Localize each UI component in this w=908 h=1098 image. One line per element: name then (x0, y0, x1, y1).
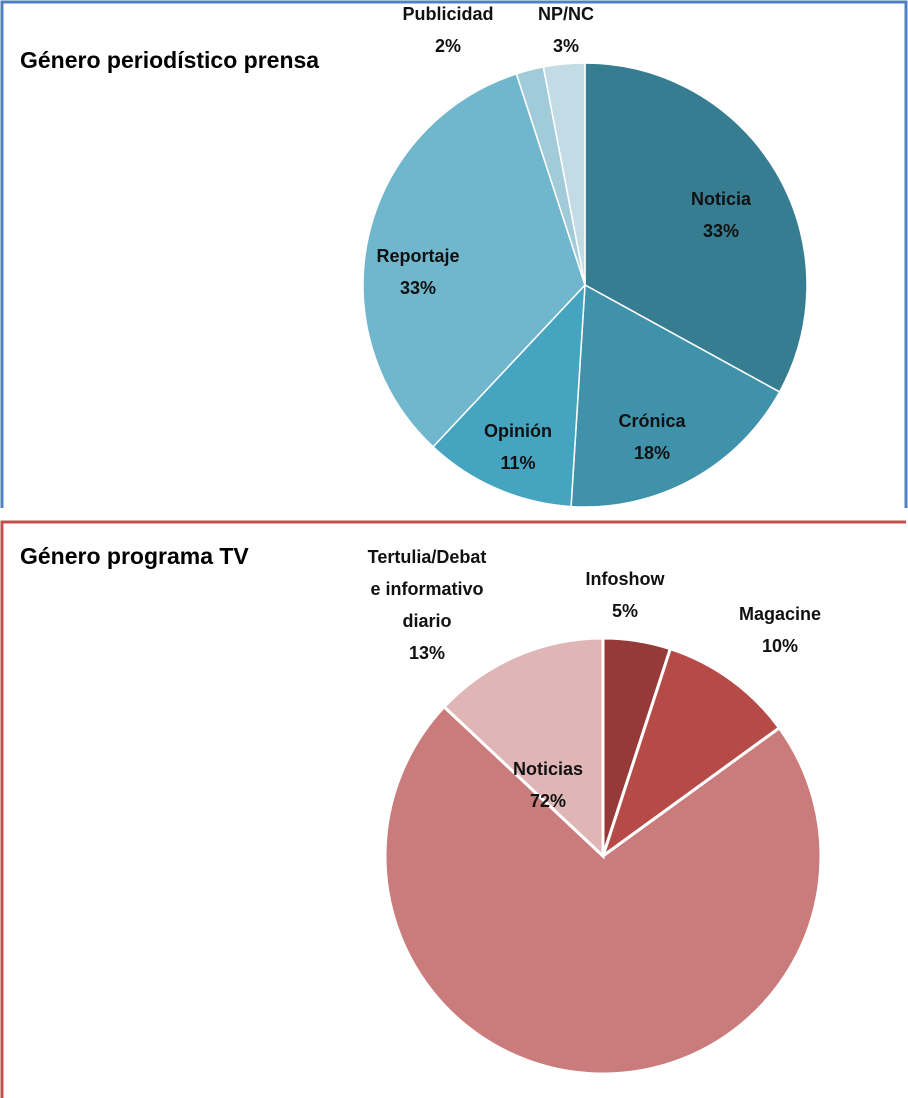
category-label: Magacine (738, 604, 822, 624)
value-label: 11% (500, 453, 536, 473)
value-label: 5% (611, 601, 638, 621)
pie-slice (383, 704, 823, 1076)
pie-slice (441, 636, 605, 860)
slice-label-box: NP/NC 3% (506, 0, 626, 150)
category-label: Tertulia/Debate informativo diario (367, 547, 487, 631)
slice-label: Publicidad 2% (388, 0, 508, 150)
category-label: Reportaje (376, 246, 460, 266)
slice-label: Reportaje 33% (343, 152, 493, 392)
value-label: 72% (529, 791, 567, 811)
chart-title: Género periodístico prensa (20, 47, 319, 73)
value-label: 33% (702, 221, 740, 241)
value-label: 13% (408, 643, 446, 663)
pie-slice (542, 62, 586, 286)
pie-slice (600, 646, 782, 860)
slice-label: Magacine 10% (705, 510, 855, 750)
category-label: Infoshow (585, 569, 665, 589)
value-label: 18% (633, 443, 671, 463)
pie-slice (362, 72, 586, 448)
value-label: 3% (552, 36, 579, 56)
slice-label-box: Noticias 72% (473, 665, 623, 905)
category-label: Crónica (618, 411, 686, 431)
slice-label: Tertulia/Debate informativo diario 13% (365, 485, 490, 725)
slice-label-box: Crónica 18% (577, 317, 727, 557)
category-label: Publicidad (402, 4, 494, 24)
slice-label-box: Reportaje 33% (343, 152, 493, 392)
category-label: Noticia (690, 189, 751, 209)
slice-label-box: Noticia 33% (646, 95, 796, 335)
value-label: 10% (761, 636, 799, 656)
slice-label-box: Publicidad 2% (388, 0, 508, 150)
pie-slice (570, 283, 781, 508)
slice-label-box: Opinión 11% (443, 327, 593, 567)
slice-label-box: Tertulia/Debate informativo diario 13% (365, 485, 490, 725)
slice-label: Infoshow 5% (560, 475, 690, 715)
value-label: 2% (434, 36, 461, 56)
slice-label: Crónica 18% (577, 317, 727, 557)
chart-title: Género programa TV (20, 543, 249, 569)
pie-slice (431, 282, 586, 508)
slice-label-box: Magacine 10% (705, 510, 855, 750)
category-label: NP/NC (537, 4, 594, 24)
slice-label: Noticias 72% (473, 665, 623, 905)
pie-slice (584, 62, 808, 393)
slice-label: Opinión 11% (443, 327, 593, 567)
slice-label: NP/NC 3% (506, 0, 626, 150)
slice-label: Noticia 33% (646, 95, 796, 335)
panel-border (0, 520, 906, 1098)
category-label: Opinión (484, 421, 552, 441)
category-label: Noticias (512, 759, 584, 779)
slice-label-box: Infoshow 5% (560, 475, 690, 715)
panel-border (0, 0, 908, 508)
value-label: 33% (399, 278, 437, 298)
